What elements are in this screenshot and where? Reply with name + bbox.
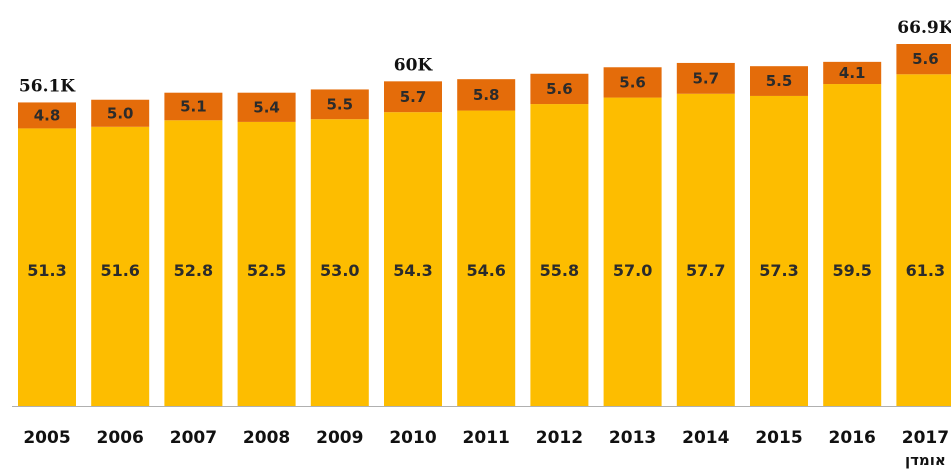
base-value-label: 54.6: [466, 261, 505, 280]
base-value-label: 51.3: [27, 261, 66, 280]
bar-base-2013: [603, 97, 662, 406]
bar-top-2017: [896, 44, 951, 75]
labels-group: 51.3 4.8 2005 51.6 5.0 2006 52.8 5.1 2007 52.5 5.4…: [19, 18, 951, 469]
total-annotation: 56.1K: [19, 76, 76, 96]
total-annotation: 60K: [394, 55, 434, 75]
bar-base-2016: [823, 84, 882, 406]
bars-group: [18, 44, 951, 407]
base-value-label: 52.8: [174, 261, 213, 280]
base-value-label: 55.8: [540, 261, 579, 280]
bar-base-2017: [896, 74, 951, 406]
estimate-note: אומדן: [905, 451, 946, 469]
x-tick-label: 2014: [682, 428, 729, 448]
top-value-label: 5.6: [619, 73, 646, 91]
x-tick-label: 2012: [536, 428, 583, 448]
bar-base-2010: [384, 112, 442, 406]
bar-base-2008: [237, 121, 296, 406]
base-value-label: 52.5: [247, 261, 286, 280]
top-value-label: 5.8: [473, 86, 500, 104]
x-tick-label: 2017: [902, 428, 949, 448]
bar-base-2009: [310, 119, 369, 407]
top-value-label: 5.4: [253, 98, 280, 116]
top-value-label: 5.0: [107, 104, 134, 122]
base-value-label: 61.3: [906, 261, 945, 280]
top-value-label: 5.5: [766, 72, 793, 90]
base-value-label: 51.6: [100, 261, 139, 280]
bar-top-2010: [384, 81, 442, 113]
top-value-label: 5.6: [546, 80, 573, 98]
bar-base-2005: [18, 128, 76, 407]
base-value-label: 54.3: [393, 261, 432, 280]
bar-top-2011: [457, 79, 516, 111]
top-value-label: 5.7: [693, 69, 720, 87]
bar-top-2008: [237, 92, 296, 122]
bar-top-2005: [18, 102, 76, 129]
base-value-label: 59.5: [832, 261, 871, 280]
top-value-label: 5.1: [180, 97, 207, 115]
x-tick-label: 2011: [463, 428, 510, 448]
total-annotation: 66.9K: [897, 18, 951, 38]
bar-top-2016: [823, 61, 882, 85]
bar-top-2007: [164, 92, 223, 121]
top-value-label: 4.8: [34, 106, 61, 124]
top-value-label: 5.7: [400, 88, 427, 106]
bar-top-2013: [603, 67, 662, 98]
bar-base-2006: [91, 126, 150, 406]
x-tick-label: 2015: [755, 428, 802, 448]
x-tick-label: 2007: [170, 428, 217, 448]
base-value-label: 57.7: [686, 261, 725, 280]
base-value-label: 57.3: [759, 261, 798, 280]
bar-top-2012: [530, 73, 589, 105]
bar-base-2014: [676, 93, 735, 406]
bar-top-2014: [676, 62, 735, 94]
bar-base-2011: [457, 110, 516, 406]
x-tick-label: 2010: [389, 428, 436, 448]
bar-top-2009: [310, 89, 369, 120]
top-value-label: 5.5: [327, 95, 354, 113]
x-tick-label: 2016: [829, 428, 876, 448]
top-value-label: 4.1: [839, 64, 866, 82]
x-tick-label: 2009: [316, 428, 363, 448]
bar-base-2012: [530, 104, 589, 407]
bar-base-2015: [750, 95, 808, 406]
bar-top-2015: [750, 66, 808, 96]
base-value-label: 53.0: [320, 261, 359, 280]
x-tick-label: 2006: [97, 428, 144, 448]
bar-top-2006: [91, 99, 150, 127]
base-value-label: 57.0: [613, 261, 652, 280]
x-tick-label: 2005: [23, 428, 70, 448]
bar-base-2007: [164, 120, 223, 407]
x-tick-label: 2013: [609, 428, 656, 448]
top-value-label: 5.6: [912, 50, 939, 68]
x-tick-label: 2008: [243, 428, 290, 448]
